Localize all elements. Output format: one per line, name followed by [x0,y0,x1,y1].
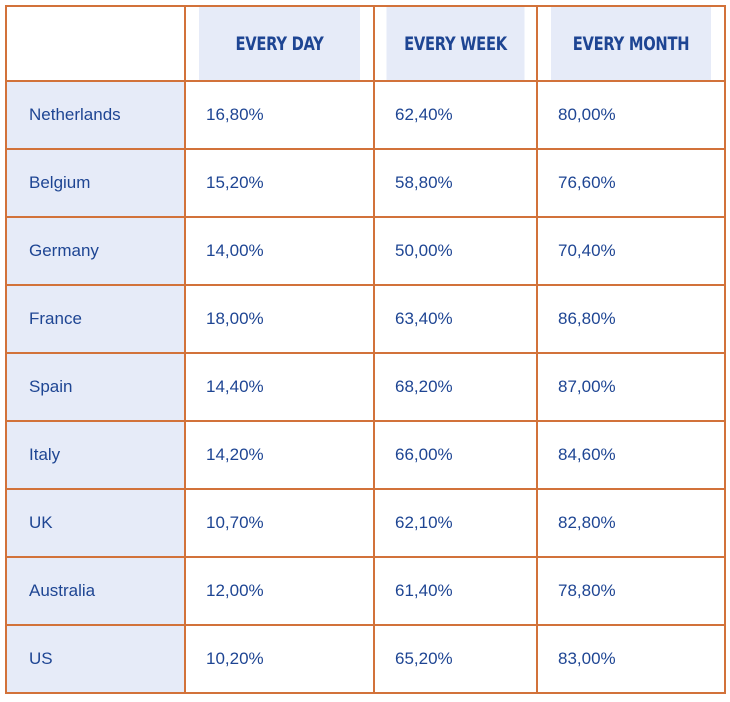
header-every-day: EVERY DAY [197,5,362,82]
every-week-cell: 63,40% [373,284,538,354]
every-day-cell: 10,20% [184,624,375,694]
country-cell: US [5,624,186,694]
table-row: Spain 14,40% 68,20% 87,00% [5,352,726,422]
header-every-week: EVERY WEEK [384,5,527,82]
every-week-cell: 61,40% [373,556,538,626]
every-month-cell: 78,80% [536,556,726,626]
every-month-cell: 76,60% [536,148,726,218]
every-month-cell: 82,80% [536,488,726,558]
every-month-cell: 83,00% [536,624,726,694]
every-week-cell: 66,00% [373,420,538,490]
every-month-cell: 87,00% [536,352,726,422]
every-day-cell: 18,00% [184,284,375,354]
table-row: Netherlands 16,80% 62,40% 80,00% [5,80,726,150]
country-cell: Netherlands [5,80,186,150]
table-row: Italy 14,20% 66,00% 84,60% [5,420,726,490]
every-day-cell: 10,70% [184,488,375,558]
every-month-cell: 80,00% [536,80,726,150]
table-row: Germany 14,00% 50,00% 70,40% [5,216,726,286]
every-week-cell: 58,80% [373,148,538,218]
data-table-container: EVERY DAY EVERY WEEK EVERY MONTH Netherl… [5,5,726,694]
country-cell: Belgium [5,148,186,218]
country-cell: France [5,284,186,354]
every-week-cell: 68,20% [373,352,538,422]
country-cell: Italy [5,420,186,490]
every-week-cell: 62,40% [373,80,538,150]
every-day-cell: 15,20% [184,148,375,218]
every-week-cell: 65,20% [373,624,538,694]
table-row: US 10,20% 65,20% 83,00% [5,624,726,694]
every-week-cell: 62,10% [373,488,538,558]
every-month-cell: 70,40% [536,216,726,286]
header-row: EVERY DAY EVERY WEEK EVERY MONTH [5,5,725,82]
table-row: France 18,00% 63,40% 86,80% [5,284,726,354]
country-cell: Australia [5,556,186,626]
every-day-cell: 14,00% [184,216,375,286]
every-month-cell: 86,80% [536,284,726,354]
every-day-cell: 16,80% [184,80,375,150]
country-cell: Germany [5,216,186,286]
every-day-cell: 12,00% [184,556,375,626]
frequency-table: EVERY DAY EVERY WEEK EVERY MONTH Netherl… [5,5,726,694]
country-cell: Spain [5,352,186,422]
table-row: Belgium 15,20% 58,80% 76,60% [5,148,726,218]
table-row: Australia 12,00% 61,40% 78,80% [5,556,726,626]
every-day-cell: 14,20% [184,420,375,490]
table-row: UK 10,70% 62,10% 82,80% [5,488,726,558]
header-corner-cell [5,5,186,82]
country-cell: UK [5,488,186,558]
every-day-cell: 14,40% [184,352,375,422]
every-month-cell: 84,60% [536,420,726,490]
every-week-cell: 50,00% [373,216,538,286]
header-every-month: EVERY MONTH [549,5,713,82]
